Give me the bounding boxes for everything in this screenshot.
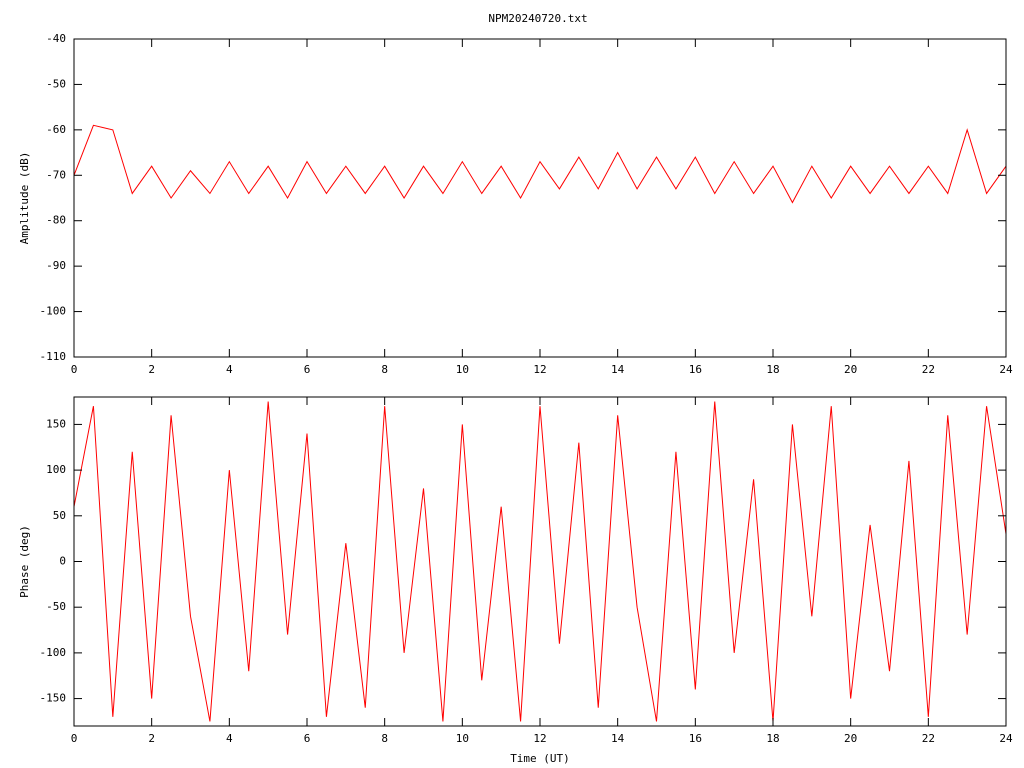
y-tick-label: -50 [46,600,66,613]
y-tick-label: -60 [46,123,66,136]
x-tick-label: 10 [456,732,469,745]
y-tick-label: -100 [40,646,67,659]
x-tick-label: 24 [999,732,1013,745]
x-tick-label: 2 [148,363,155,376]
y-tick-label: -100 [40,305,67,318]
y-tick-label: -80 [46,214,66,227]
x-tick-label: 8 [381,732,388,745]
x-tick-label: 16 [689,732,702,745]
x-tick-label: 0 [71,363,78,376]
y-tick-label: -110 [40,350,67,363]
x-tick-label: 22 [922,732,935,745]
x-tick-label: 20 [844,363,857,376]
x-tick-label: 14 [611,732,625,745]
y-tick-label: -70 [46,168,66,181]
y-tick-label: 0 [59,555,66,568]
y-axis-label: Phase (deg) [18,525,31,598]
x-tick-label: 6 [304,732,311,745]
plot-frame [73,38,1007,358]
x-tick-label: 12 [533,363,546,376]
chart-title: NPM20240720.txt [488,12,587,25]
x-tick-label: 20 [844,732,857,745]
data-line [73,124,1007,204]
x-tick-label: 18 [766,732,779,745]
x-tick-label: 22 [922,363,935,376]
y-tick-label: -40 [46,32,66,45]
x-tick-label: 4 [226,363,233,376]
x-tick-label: 14 [611,363,625,376]
x-tick-label: 6 [304,363,311,376]
x-tick-label: 16 [689,363,702,376]
x-tick-label: 10 [456,363,469,376]
x-tick-label: 18 [766,363,779,376]
data-line [73,401,1007,722]
x-tick-label: 4 [226,732,233,745]
y-tick-label: -150 [40,692,67,705]
y-axis-label: Amplitude (dB) [18,152,31,245]
y-tick-label: 150 [46,417,66,430]
x-tick-label: 0 [71,732,78,745]
x-tick-label: 2 [148,732,155,745]
x-tick-label: 12 [533,732,546,745]
x-tick-label: 8 [381,363,388,376]
y-tick-label: -90 [46,259,66,272]
x-tick-label: 24 [999,363,1013,376]
y-tick-label: 50 [53,509,66,522]
y-tick-label: 100 [46,463,66,476]
x-axis-label: Time (UT) [510,752,570,765]
y-tick-label: -50 [46,77,66,90]
